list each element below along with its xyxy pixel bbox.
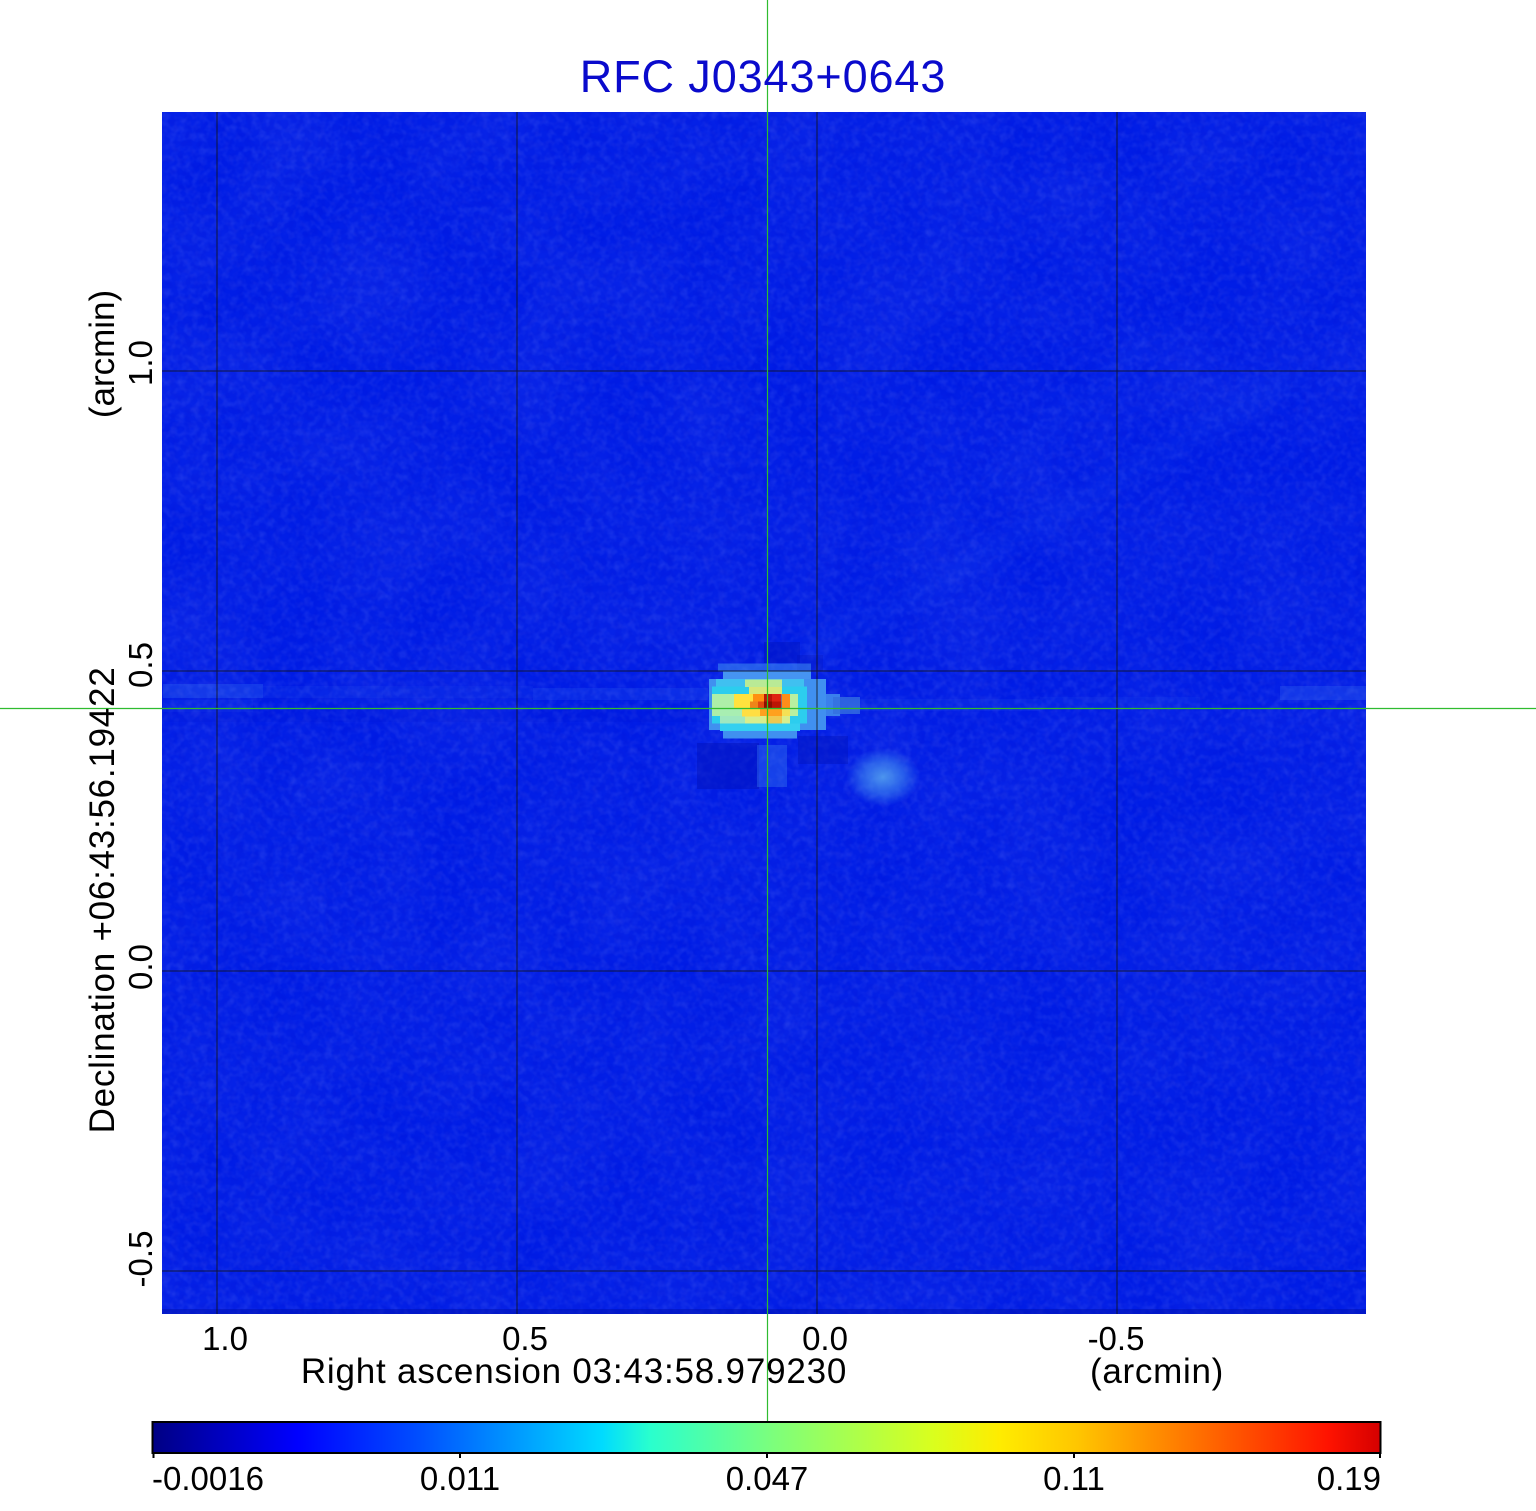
svg-text:0.047: 0.047	[726, 1460, 809, 1497]
svg-text:(arcmin): (arcmin)	[83, 290, 122, 418]
svg-text:0.19: 0.19	[1317, 1460, 1381, 1497]
svg-text:1.0: 1.0	[122, 340, 159, 386]
svg-text:0.0: 0.0	[122, 944, 159, 990]
svg-text:1.0: 1.0	[202, 1320, 248, 1357]
svg-text:0.11: 0.11	[1043, 1460, 1105, 1497]
svg-text:-0.0016: -0.0016	[152, 1460, 264, 1497]
svg-text:Right ascension 03:43:58.9792: Right ascension 03:43:58.979230	[301, 1352, 847, 1391]
svg-text:0.5: 0.5	[122, 642, 159, 688]
svg-text:(arcmin): (arcmin)	[1090, 1352, 1224, 1391]
svg-text:RFC J0343+0643: RFC J0343+0643	[580, 51, 947, 102]
svg-text:-0.5: -0.5	[122, 1231, 159, 1288]
svg-text:Declination +06:43:56.19422: Declination +06:43:56.19422	[83, 667, 122, 1134]
svg-text:0.011: 0.011	[420, 1460, 500, 1497]
svg-text:-0.5: -0.5	[1088, 1320, 1145, 1357]
svg-text:0.5: 0.5	[502, 1320, 548, 1357]
svg-text:0.0: 0.0	[802, 1320, 848, 1357]
